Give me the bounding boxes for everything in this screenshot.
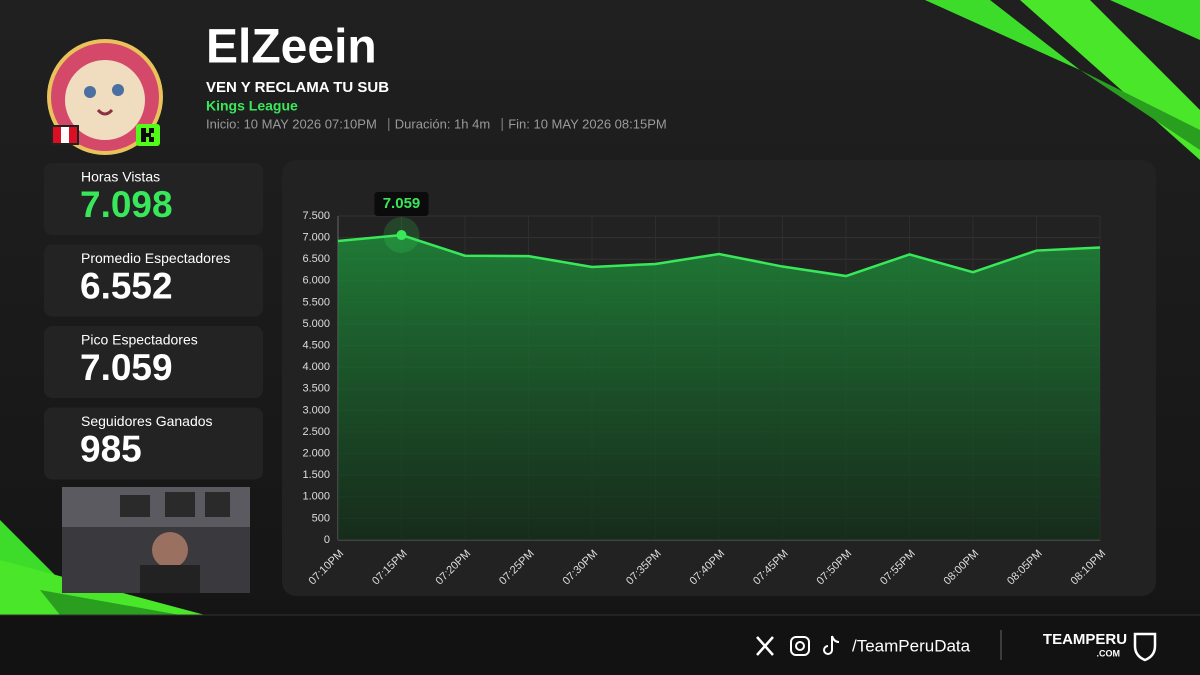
brand-logo xyxy=(1133,632,1157,662)
social-handle: /TeamPeruData xyxy=(852,636,971,655)
y-tick-label: 2.500 xyxy=(302,426,330,438)
y-tick-label: 4.000 xyxy=(302,361,330,373)
chart: 0 500 1.000 1.500 2.000 2.500 3.000 3.500 4.000 4… xyxy=(302,192,1108,587)
stream-info: Inicio: 10 MAY 2026 07:10PM Duración: 1h … xyxy=(206,116,667,131)
stat-card xyxy=(44,244,263,317)
stat-value: 7.098 xyxy=(80,184,173,225)
stat-label: Seguidores Ganados xyxy=(81,413,213,429)
value-label-box xyxy=(374,192,429,217)
stream-title: VEN Y RECLAMA TU SUB xyxy=(206,79,389,96)
y-tick-label: 500 xyxy=(312,512,330,524)
y-tick-label: 1.500 xyxy=(302,469,330,481)
y-tick-label: 6.500 xyxy=(302,253,330,265)
info-item: Duración: 1h 4m xyxy=(395,116,490,131)
y-tick-label: 3.500 xyxy=(302,383,330,395)
webcam-thumbnail xyxy=(62,487,250,593)
value-label: 7.059 xyxy=(383,195,421,212)
y-tick-label: 7.500 xyxy=(302,210,330,222)
info-item: Inicio: 10 MAY 2026 07:10PM xyxy=(206,116,377,131)
stat-value: 7.059 xyxy=(80,347,173,388)
streamer-name: ElZeein xyxy=(206,21,377,74)
y-tick-label: 7.000 xyxy=(302,232,330,244)
stat-card xyxy=(44,163,263,235)
footer-bar xyxy=(0,615,1200,675)
stat-value: 6.552 xyxy=(80,265,173,306)
stat-card xyxy=(44,407,263,480)
y-tick-label: 0 xyxy=(324,534,330,546)
y-tick-label: 2.000 xyxy=(302,448,330,460)
stat-label: Pico Espectadores xyxy=(81,332,198,348)
y-tick-label: 1.000 xyxy=(302,491,330,503)
stream-category: Kings League xyxy=(206,98,298,114)
social-icons xyxy=(756,635,840,656)
y-tick-label: 4.500 xyxy=(302,340,330,352)
line xyxy=(337,233,1101,278)
stat-value: 985 xyxy=(80,428,142,469)
stat-label: Horas Vistas xyxy=(81,169,160,185)
stat-label: Promedio Espectadores xyxy=(81,250,230,266)
brand-suffix: .COM xyxy=(1097,648,1121,658)
stat-card xyxy=(44,326,263,398)
avatar xyxy=(47,39,163,155)
area xyxy=(338,235,1100,540)
brand: TEAMPERU xyxy=(1043,631,1127,648)
info-item: Fin: 10 MAY 2026 08:15PM xyxy=(508,116,667,131)
y-tick-label: 3.000 xyxy=(302,404,330,416)
peak-point xyxy=(396,230,407,241)
y-tick-label: 5.500 xyxy=(302,296,330,308)
y-tick-label: 5.000 xyxy=(302,318,330,330)
y-tick-label: 6.000 xyxy=(302,275,330,287)
